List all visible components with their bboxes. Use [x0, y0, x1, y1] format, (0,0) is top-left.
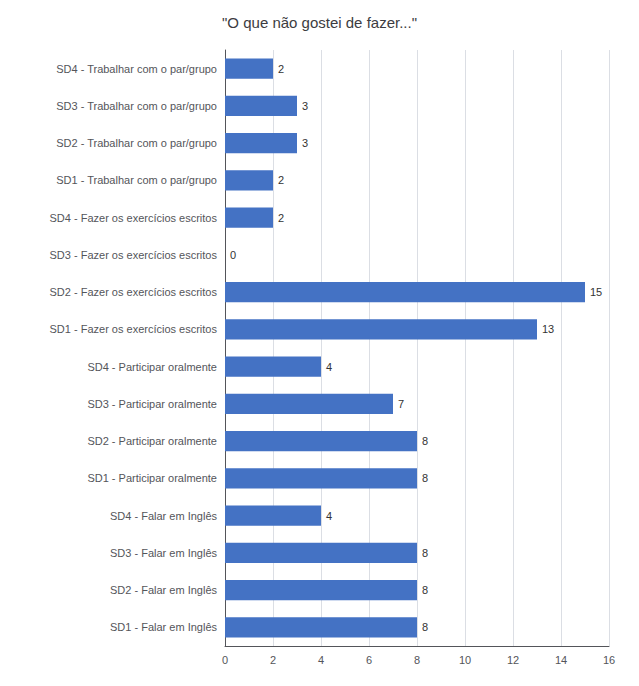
- svg-text:"O que não gostei de fazer...": "O que não gostei de fazer...": [222, 14, 417, 31]
- svg-text:SD1 - Fazer os exercícios escr: SD1 - Fazer os exercícios escritos: [50, 323, 218, 335]
- svg-text:SD3 - Trabalhar com o par/grup: SD3 - Trabalhar com o par/grupo: [56, 100, 217, 112]
- svg-text:2: 2: [278, 212, 284, 224]
- svg-text:3: 3: [302, 137, 308, 149]
- svg-text:8: 8: [414, 654, 420, 666]
- svg-text:SD3 - Participar oralmente: SD3 - Participar oralmente: [75, 398, 217, 410]
- svg-text:2: 2: [278, 174, 284, 186]
- svg-text:SD2 - Falar em Inglês: SD2 - Falar em Inglês: [86, 584, 218, 596]
- svg-text:SD2 - Fazer os exercícios escr: SD2 - Fazer os exercícios escritos: [50, 286, 218, 298]
- svg-text:SD4 - Participar oralmente: SD4 - Participar oralmente: [75, 361, 217, 373]
- svg-text:8: 8: [422, 584, 428, 596]
- svg-text:SD4 - Fazer os exercícios escr: SD4 - Fazer os exercícios escritos: [50, 212, 218, 224]
- svg-text:4: 4: [326, 361, 332, 373]
- svg-text:0: 0: [230, 249, 236, 261]
- svg-text:8: 8: [422, 435, 428, 447]
- svg-text:13: 13: [542, 323, 554, 335]
- svg-text:SD1 - Falar em Inglês: SD1 - Falar em Inglês: [86, 621, 218, 633]
- svg-text:SD3 - Falar em Inglês: SD3 - Falar em Inglês: [86, 547, 218, 559]
- svg-text:8: 8: [422, 547, 428, 559]
- svg-text:2: 2: [278, 63, 284, 75]
- svg-text:4: 4: [318, 654, 324, 666]
- svg-text:SD4 - Falar em Inglês: SD4 - Falar em Inglês: [86, 510, 218, 522]
- svg-text:SD4 - Trabalhar com o par/grup: SD4 - Trabalhar com o par/grupo: [56, 63, 217, 75]
- svg-text:8: 8: [422, 472, 428, 484]
- svg-text:15: 15: [590, 286, 602, 298]
- svg-text:SD3 - Fazer os exercícios escr: SD3 - Fazer os exercícios escritos: [50, 249, 218, 261]
- svg-text:4: 4: [326, 510, 332, 522]
- svg-text:SD1 - Participar oralmente: SD1 - Participar oralmente: [75, 472, 217, 484]
- svg-text:7: 7: [398, 398, 404, 410]
- svg-text:8: 8: [422, 621, 428, 633]
- svg-text:2: 2: [270, 654, 276, 666]
- svg-text:14: 14: [555, 654, 567, 666]
- svg-text:SD2 - Participar oralmente: SD2 - Participar oralmente: [75, 435, 217, 447]
- svg-text:3: 3: [302, 100, 308, 112]
- svg-text:0: 0: [222, 654, 228, 666]
- svg-text:SD1 - Trabalhar com o par/grup: SD1 - Trabalhar com o par/grupo: [56, 174, 217, 186]
- svg-text:12: 12: [507, 654, 519, 666]
- svg-text:SD2 - Trabalhar com o par/grup: SD2 - Trabalhar com o par/grupo: [56, 137, 217, 149]
- svg-text:6: 6: [366, 654, 372, 666]
- svg-text:10: 10: [459, 654, 471, 666]
- svg-text:16: 16: [603, 654, 615, 666]
